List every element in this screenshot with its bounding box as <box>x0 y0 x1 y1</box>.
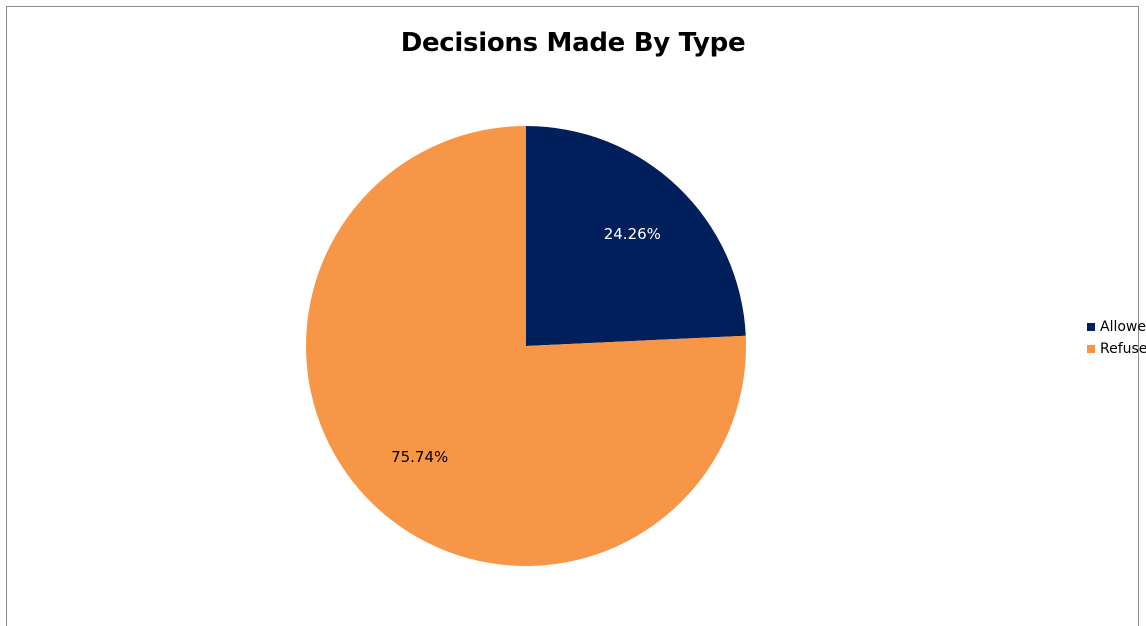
legend-item-refused: Refused <box>1087 338 1146 360</box>
data-label-allowed: 24.26% <box>604 225 661 243</box>
chart-title: Decisions Made By Type <box>400 28 746 58</box>
legend-label-allowed: Allowed <box>1100 319 1146 335</box>
legend-swatch-refused <box>1087 345 1095 353</box>
legend-label-refused: Refused <box>1100 341 1146 357</box>
legend-swatch-allowed <box>1087 323 1095 331</box>
legend: Allowed Refused <box>1087 316 1146 360</box>
legend-item-allowed: Allowed <box>1087 316 1146 338</box>
pie-slice-allowed <box>526 126 746 346</box>
pie-slice-refused <box>306 126 746 566</box>
data-label-refused: 75.74% <box>391 448 448 466</box>
